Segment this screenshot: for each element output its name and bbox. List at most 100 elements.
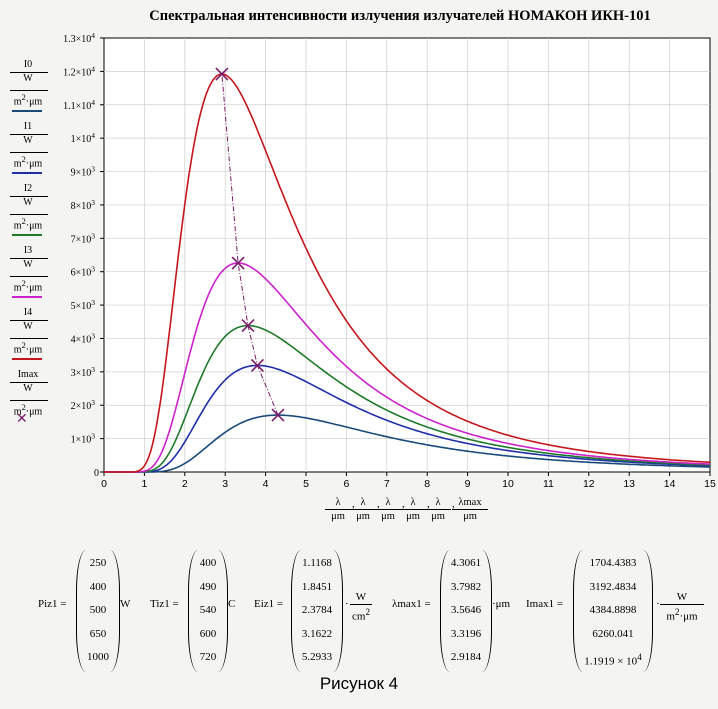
legend: I0 W m2·μm I1 W m2·μm I2 W m2·μm I3 W m2… [4, 58, 52, 430]
legend-unit-den: m2·μm [13, 155, 43, 170]
x-tick-label: 11 [543, 478, 554, 490]
x-axis-separator: , [377, 498, 380, 510]
x-tick-label: 5 [303, 478, 309, 490]
series-line-i3 [104, 262, 711, 473]
legend-label: I4 [23, 307, 33, 318]
matrix-cell: 720 [199, 651, 217, 663]
x-tick-label: 14 [664, 478, 676, 490]
legend-unit-num: W [23, 135, 33, 146]
x-axis-label: λ μm [350, 496, 376, 523]
x-tick-label: 2 [182, 478, 188, 490]
lmax-label: λmax1 = [392, 598, 431, 610]
legend-item-i2: I2 W m2·μm [4, 182, 52, 244]
matrix-cell: 1.1168 [302, 557, 332, 569]
y-tick-label: 6×103 [71, 265, 96, 279]
legend-unit-den: m2·μm [13, 217, 43, 232]
legend-unit-den: m2·μm [13, 403, 43, 418]
x-tick-label: 12 [583, 478, 595, 490]
eiz-matrix: 1.1168 1.8451 2.3784 3.1622 5.2933 [291, 550, 343, 672]
dot: · [656, 598, 660, 610]
legend-unit-num: W [23, 259, 33, 270]
matrix-cell: 1000 [87, 651, 109, 663]
tiz-label: Tiz1 = [150, 598, 179, 610]
y-tick-label: 1×104 [71, 131, 96, 145]
x-tick-label: 10 [502, 478, 514, 490]
matrix-cell: 400 [199, 557, 217, 569]
tiz-unit: C [228, 598, 236, 610]
x-axis-separator: , [402, 498, 405, 510]
matrix-cell: 3192.4834 [589, 580, 637, 593]
x-tick-label: 3 [222, 478, 228, 490]
x-axis-label: λmax μm [452, 496, 488, 523]
series-line-i0 [104, 414, 710, 473]
legend-item-imax: Imax W m2·μm ✕ [4, 368, 52, 430]
x-tick-label: 4 [263, 478, 269, 490]
legend-label: I2 [23, 183, 33, 194]
y-tick-label: 3×103 [71, 365, 96, 379]
legend-label: I1 [23, 121, 33, 132]
results-matrices: Piz1 = 250 400 500 650 1000 W Tiz1 = 400… [0, 548, 718, 672]
legend-swatch [12, 296, 42, 298]
y-tick-label: 1×103 [71, 432, 96, 446]
x-axis-separator: , [427, 498, 430, 510]
y-tick-label: 0 [94, 468, 99, 479]
chart-plot: 0 1 2 3 4 5 6 7 8 9 10 11 12 13 14 1501×1032×1033×1034×… [63, 31, 716, 490]
matrix-cell: 1704.4383 [589, 557, 637, 569]
matrix-cell: 5.2933 [301, 651, 333, 663]
legend-swatch [12, 234, 42, 236]
y-tick-label: 4×103 [71, 331, 96, 345]
legend-swatch [12, 172, 42, 174]
matrix-cell: 6260.041 [592, 627, 634, 640]
legend-label: I3 [23, 245, 33, 256]
piz-matrix: 250 400 500 650 1000 [76, 550, 120, 672]
piz-label: Piz1 = [38, 598, 67, 610]
eiz-label: Eiz1 = [254, 598, 284, 610]
x-axis-label: λ μm [325, 496, 351, 523]
series-line-i1 [104, 364, 710, 473]
legend-item-i4: I4 W m2·μm [4, 306, 52, 368]
imax-marker [231, 256, 245, 270]
chart-title: Спектральная интенсивности излучения изл… [149, 8, 651, 24]
x-tick-label: 13 [623, 478, 635, 490]
legend-unit-num: W [23, 321, 33, 332]
x-tick-label: 8 [424, 478, 430, 490]
legend-unit-den: m2·μm [13, 341, 43, 356]
imax-marker [215, 67, 229, 81]
x-axis-separator: , [352, 498, 355, 510]
x-tick-label: 7 [384, 478, 390, 490]
legend-swatch [12, 358, 42, 360]
matrix-cell: 1.8451 [301, 580, 333, 593]
matrix-cell: 2.3784 [301, 604, 333, 616]
legend-item-i1: I1 W m2·μm [4, 120, 52, 182]
matrix-cell: 4.3061 [450, 557, 482, 569]
matrix-cell: 2.9184 [450, 651, 482, 663]
series-line-i4 [104, 73, 711, 473]
legend-unit-num: W [23, 383, 33, 394]
matrix-cell: 400 [89, 580, 107, 593]
x-axis-label: λ μm [425, 496, 451, 523]
legend-unit-num: W [23, 73, 33, 84]
imax-marker [250, 358, 265, 372]
matrix-cell: 600 [199, 627, 217, 640]
plot-area [103, 37, 711, 473]
y-tick-label: 9×103 [71, 165, 96, 179]
legend-label: Imax [17, 369, 39, 380]
matrix-cell: 1.1919 × 104 [584, 652, 642, 668]
legend-item-i3: I3 W m2·μm [4, 244, 52, 306]
y-tick-label: 1.2×104 [63, 64, 95, 78]
y-tick-label: 5×103 [71, 298, 96, 312]
legend-unit-den: m2·μm [13, 93, 43, 108]
matrix-cell: 4384.8898 [589, 604, 637, 616]
imax-marker [271, 408, 285, 422]
matrix-cell: 3.1622 [301, 627, 333, 640]
y-tick-label: 1.1×104 [63, 98, 95, 112]
lmax-matrix: 4.3061 3.7982 3.5646 3.3196 2.9184 [440, 550, 492, 672]
y-tick-label: 7×103 [71, 231, 96, 245]
x-axis-separator: , [452, 498, 455, 510]
legend-unit-num: W [23, 197, 33, 208]
legend-swatch [12, 110, 42, 112]
imax-label: Imax1 = [526, 598, 564, 610]
y-tick-label: 1.3×104 [63, 31, 95, 45]
